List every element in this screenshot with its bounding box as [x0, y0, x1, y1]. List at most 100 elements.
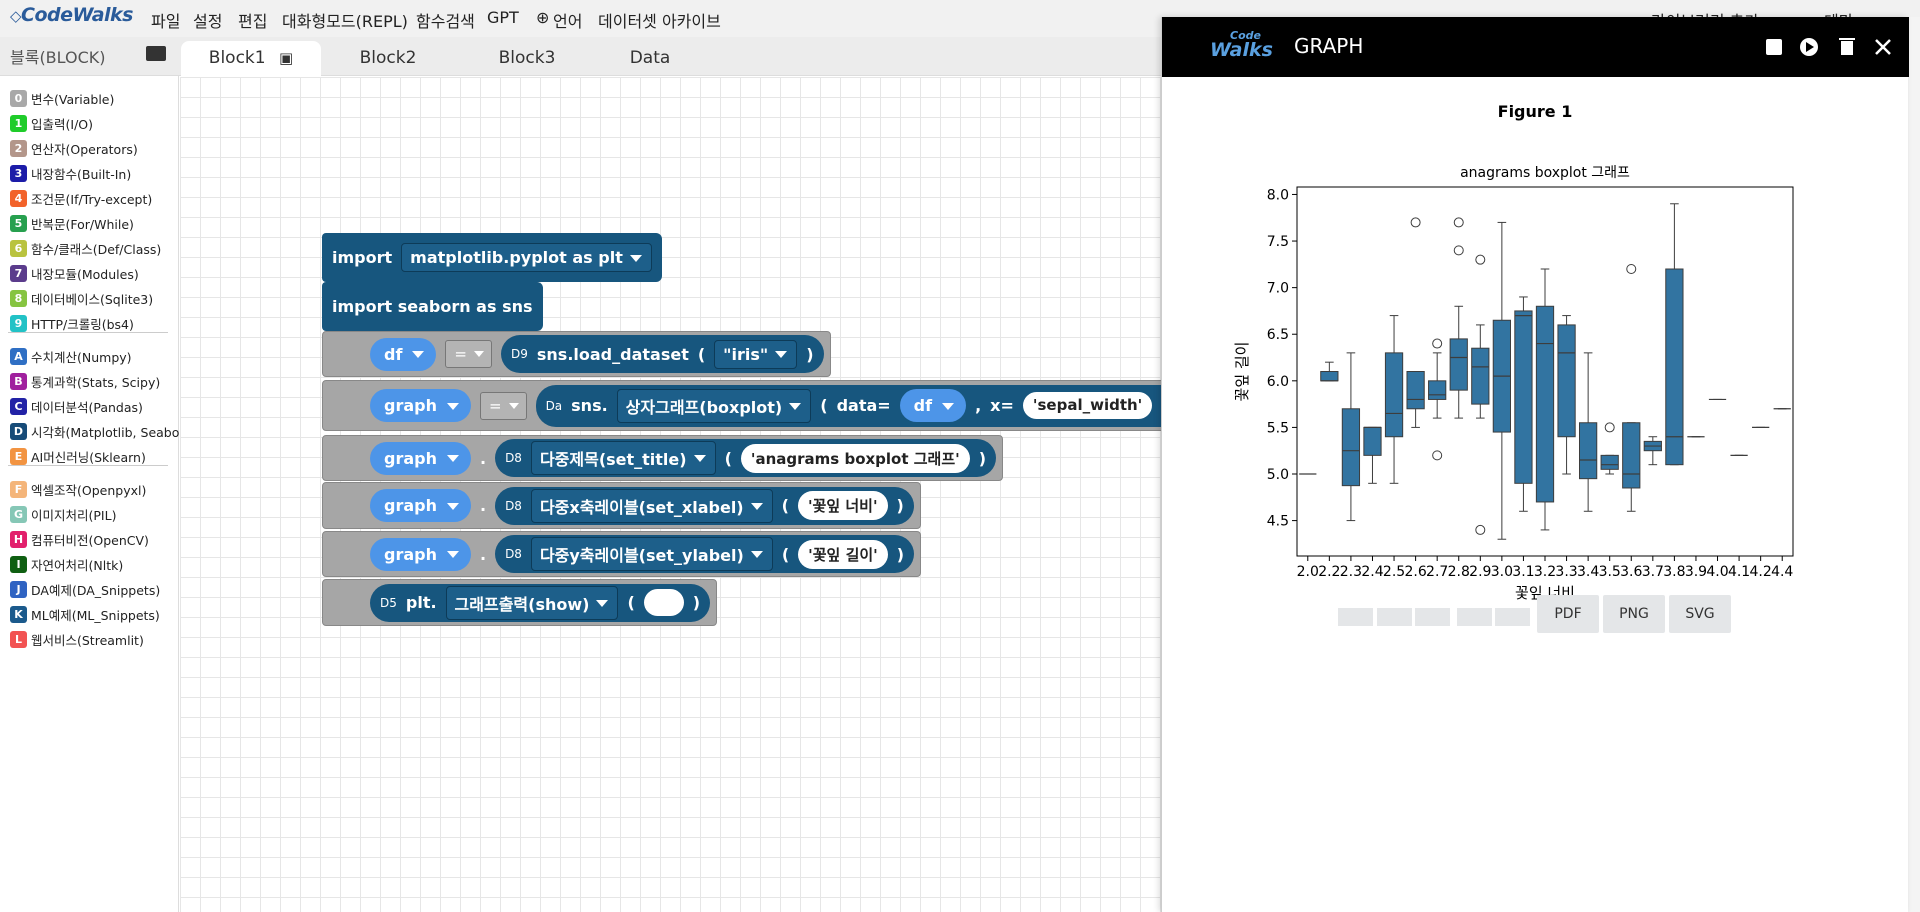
block-category[interactable]: G 이미지처리(PIL) — [10, 505, 116, 524]
block-category[interactable]: 2 연산자(Operators) — [10, 139, 138, 158]
block-category[interactable]: 8 데이터베이스(Sqlite3) — [10, 289, 153, 308]
tab[interactable]: Block2 — [359, 48, 417, 68]
dropdown[interactable]: 상자그래프(boxplot) — [616, 388, 812, 423]
block-category[interactable]: K ML예제(ML_Snippets) — [10, 605, 160, 624]
variable[interactable]: graph — [370, 537, 471, 571]
block[interactable]: graph . D8 다중제목(set_title) ('anagrams boxp… — [322, 435, 1004, 481]
y-tick-label: 4.5 — [1267, 514, 1289, 530]
x-tick-label: 3.5 — [1599, 564, 1621, 580]
tab[interactable]: Data — [629, 48, 671, 68]
save-icon[interactable] — [1766, 39, 1782, 55]
block-category[interactable]: 7 내장모듈(Modules) — [10, 264, 139, 283]
category-badge: 5 — [10, 215, 27, 232]
string[interactable]: '꽃잎 너비' — [797, 491, 888, 520]
category-label: ML예제(ML_Snippets) — [31, 608, 160, 623]
logo[interactable]: ◇CodeWalks — [10, 4, 133, 26]
variable[interactable]: df — [370, 337, 437, 371]
y-tick-label: 5.0 — [1267, 467, 1289, 483]
delete-icon[interactable] — [1841, 41, 1853, 55]
placeholder-button[interactable] — [1338, 608, 1373, 626]
block[interactable]: graph . D8 다중y축레이블(set_ylabel) ('꽃잎 길이') — [322, 531, 922, 577]
placeholder-button[interactable] — [1495, 608, 1530, 626]
category-label: 컴퓨터비전(OpenCV) — [31, 533, 149, 548]
x-tick-label: 2.0 — [1297, 564, 1319, 580]
category-badge: D — [10, 423, 27, 440]
save-icon[interactable]: ▣ — [279, 49, 294, 67]
string[interactable]: '꽃잎 길이' — [798, 539, 888, 569]
category-label: DA예제(DA_Snippets) — [31, 583, 161, 598]
menu-item[interactable]: 데이터셋 아카이브 — [598, 12, 721, 31]
panel-title: GRAPH — [1294, 34, 1364, 58]
block-category[interactable]: E AI머신러닝(Sklearn) — [10, 447, 146, 466]
new-folder-icon[interactable] — [146, 46, 166, 61]
export-button[interactable]: PNG — [1603, 595, 1665, 633]
category-label: 조건문(If/Try-except) — [31, 192, 153, 207]
block[interactable]: graph . D8 다중x축레이블(set_xlabel) ('꽃잎 너비') — [322, 482, 921, 529]
block[interactable]: graph = Da sns. 상자그래프(boxplot) (data= df, x= '… — [322, 380, 1270, 431]
paren: ( — [697, 344, 706, 364]
dropdown[interactable]: 다중x축레이블(set_xlabel) — [530, 488, 773, 523]
block-category[interactable]: D 시각화(Matplotlib, Seaborn) — [10, 422, 197, 441]
dropdown[interactable]: 다중y축레이블(set_ylabel) — [530, 537, 773, 571]
export-button[interactable]: SVG — [1669, 595, 1731, 633]
block[interactable]: D5 plt. 그래프출력(show) () — [322, 579, 718, 626]
menu-item[interactable]: 편집 — [238, 12, 268, 31]
dropdown[interactable]: matplotlib.pyplot as plt — [401, 243, 652, 272]
block[interactable]: import seaborn as sns — [322, 282, 543, 331]
dropdown[interactable]: 그래프출력(show) — [445, 585, 619, 620]
dropdown[interactable]: 다중제목(set_title) — [530, 441, 716, 475]
tab[interactable]: Block3 — [498, 48, 556, 68]
menu-item[interactable]: 설정 — [193, 12, 223, 31]
dropdown[interactable]: "iris" — [714, 339, 798, 369]
placeholder-button[interactable] — [1457, 608, 1492, 626]
string[interactable]: 'anagrams boxplot 그래프' — [740, 443, 970, 473]
box — [1471, 347, 1490, 405]
code: D5 — [380, 595, 397, 610]
operator[interactable]: = — [445, 340, 492, 368]
block-category[interactable]: J DA예제(DA_Snippets) — [10, 580, 160, 599]
x-tick-label: 4.4 — [1771, 564, 1793, 580]
menu-item[interactable]: 대화형모드(REPL) — [282, 12, 408, 31]
menu-item[interactable]: 언어 — [553, 12, 583, 31]
block-category[interactable]: L 웹서비스(Streamlit) — [10, 630, 144, 649]
menu-item[interactable]: 함수검색 — [416, 12, 475, 31]
category-label: 변수(Variable) — [31, 92, 115, 107]
block-category[interactable]: 4 조건문(If/Try-except) — [10, 189, 152, 208]
category-badge: K — [10, 606, 27, 623]
menu-item[interactable]: GPT — [487, 8, 519, 27]
block[interactable]: import matplotlib.pyplot as plt — [322, 233, 662, 282]
placeholder-button[interactable] — [1377, 608, 1412, 626]
variable[interactable]: graph — [370, 389, 471, 422]
close-icon[interactable] — [1875, 39, 1891, 55]
operator[interactable]: = — [479, 391, 527, 420]
block-category[interactable]: 9 HTTP/크롤링(bs4) — [10, 314, 134, 333]
menu-item[interactable]: 파일 — [151, 12, 181, 31]
block-category[interactable]: 5 반복문(For/While) — [10, 214, 134, 233]
block-category[interactable]: C 데이터분석(Pandas) — [10, 397, 143, 416]
block-category[interactable]: B 통계과학(Stats, Scipy) — [10, 372, 160, 391]
tab[interactable]: Block1 ▣ — [181, 41, 321, 76]
placeholder-button[interactable] — [1415, 608, 1450, 626]
variable[interactable]: graph — [370, 489, 471, 522]
block-category[interactable]: A 수치계산(Numpy) — [10, 347, 132, 366]
block-category[interactable]: I 자연어처리(Nltk) — [10, 555, 123, 574]
block[interactable]: df = D9 sns.load_dataset ("iris") — [322, 331, 831, 377]
category-label: 이미지처리(PIL) — [31, 508, 117, 523]
block-category[interactable]: 3 내장함수(Built-In) — [10, 164, 131, 183]
empty-slot[interactable] — [643, 589, 684, 616]
export-button[interactable]: PDF — [1537, 595, 1599, 633]
x-tick-label: 3.3 — [1555, 564, 1577, 580]
block-category[interactable]: 6 함수/클래스(Def/Class) — [10, 239, 161, 258]
block-category[interactable]: F 엑셀조작(Openpyxl) — [10, 480, 146, 499]
block-category[interactable]: H 컴퓨터비전(OpenCV) — [10, 530, 149, 549]
block-category[interactable]: 0 변수(Variable) — [10, 89, 114, 108]
string[interactable]: 'sepal_width' — [1022, 392, 1153, 419]
box — [1600, 454, 1619, 470]
variable[interactable]: df — [899, 389, 967, 422]
variable[interactable]: graph — [370, 441, 471, 475]
category-label: HTTP/크롤링(bs4) — [31, 317, 134, 332]
block-category[interactable]: 1 입출력(I/O) — [10, 114, 93, 133]
logo-top: Code — [1230, 29, 1261, 42]
